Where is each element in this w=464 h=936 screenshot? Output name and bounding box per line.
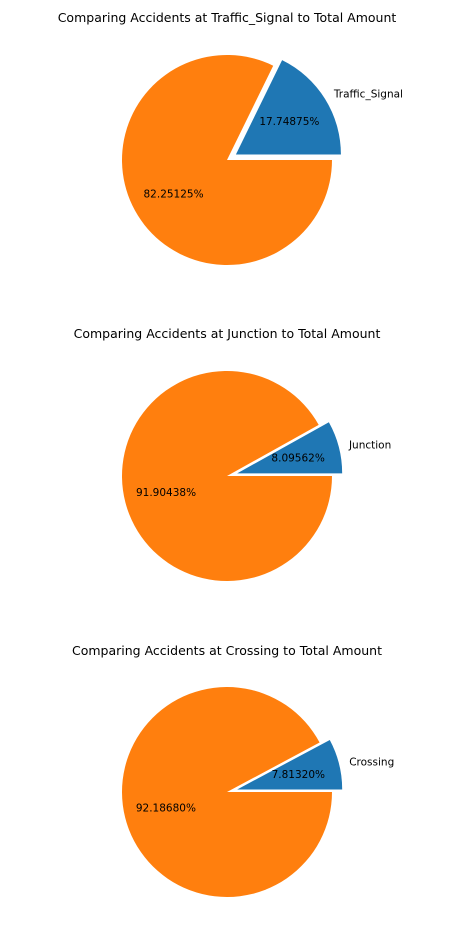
- chart-title: Comparing Accidents at Junction to Total…: [74, 326, 381, 341]
- pie-wedges: [122, 687, 343, 898]
- slice-percent-label: 92.18680%: [136, 802, 196, 814]
- slice-category-label: Crossing: [349, 756, 394, 768]
- chart-title: Comparing Accidents at Crossing to Total…: [72, 643, 382, 658]
- pie-chart-traffic-signal: Comparing Accidents at Traffic_Signal to…: [58, 10, 403, 265]
- pie-slice-traffic-signal: [235, 60, 341, 155]
- pie-chart-junction: Comparing Accidents at Junction to Total…: [74, 326, 391, 581]
- slice-percent-label: 17.74875%: [259, 116, 319, 128]
- pie-slice-remainder: [122, 371, 333, 581]
- pie-wedges: [122, 371, 343, 581]
- slice-category-label: Junction: [348, 439, 391, 451]
- slice-percent-label: 8.09562%: [271, 453, 324, 465]
- slice-category-label: Traffic_Signal: [333, 88, 403, 100]
- pie-chart-crossing: Comparing Accidents at Crossing to Total…: [72, 643, 394, 898]
- slice-percent-label: 82.25125%: [144, 188, 204, 200]
- pie-slice-remainder: [122, 54, 332, 265]
- pie-wedges: [122, 54, 341, 265]
- pie-slice-remainder: [122, 687, 332, 898]
- slice-percent-label: 7.81320%: [272, 769, 325, 781]
- chart-title: Comparing Accidents at Traffic_Signal to…: [58, 10, 397, 25]
- pie-slice-crossing: [237, 739, 343, 790]
- pie-slice-junction: [237, 422, 343, 474]
- slice-percent-label: 91.90438%: [136, 487, 196, 499]
